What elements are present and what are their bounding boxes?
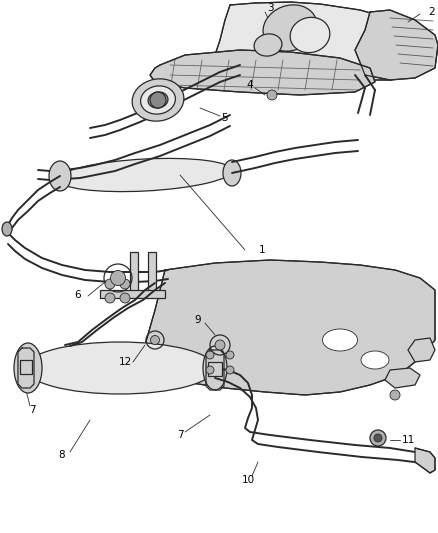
Circle shape	[206, 366, 214, 374]
Polygon shape	[20, 360, 32, 374]
Ellipse shape	[223, 160, 241, 186]
Circle shape	[267, 90, 277, 100]
Circle shape	[120, 293, 130, 303]
Text: 6: 6	[75, 290, 81, 300]
Text: 11: 11	[401, 435, 415, 445]
Ellipse shape	[49, 161, 71, 191]
Ellipse shape	[215, 340, 225, 350]
Ellipse shape	[2, 222, 12, 236]
Text: 2: 2	[429, 7, 435, 17]
Polygon shape	[130, 252, 138, 295]
Text: 10: 10	[241, 475, 254, 485]
Circle shape	[120, 279, 130, 289]
Text: 3: 3	[267, 3, 273, 13]
Polygon shape	[148, 252, 156, 295]
Text: 8: 8	[59, 450, 65, 460]
Polygon shape	[208, 362, 222, 376]
Circle shape	[105, 279, 115, 289]
Text: 9: 9	[194, 315, 201, 325]
Polygon shape	[408, 338, 435, 362]
Ellipse shape	[263, 5, 317, 51]
Circle shape	[105, 293, 115, 303]
Circle shape	[226, 366, 234, 374]
Text: 1: 1	[259, 245, 265, 255]
Ellipse shape	[148, 92, 168, 108]
Text: 5: 5	[222, 113, 228, 123]
Ellipse shape	[14, 343, 42, 393]
Polygon shape	[355, 10, 438, 80]
Circle shape	[150, 92, 166, 108]
Polygon shape	[140, 260, 435, 395]
Ellipse shape	[25, 342, 215, 394]
Circle shape	[370, 430, 386, 446]
Circle shape	[390, 390, 400, 400]
Ellipse shape	[203, 346, 227, 390]
Ellipse shape	[151, 335, 159, 344]
Polygon shape	[385, 368, 420, 388]
Circle shape	[374, 434, 382, 442]
Text: 7: 7	[28, 405, 35, 415]
Circle shape	[226, 351, 234, 359]
Ellipse shape	[132, 79, 184, 121]
Ellipse shape	[141, 86, 175, 114]
Ellipse shape	[110, 271, 126, 286]
Polygon shape	[215, 2, 438, 80]
Polygon shape	[100, 290, 165, 298]
Text: 4: 4	[247, 80, 253, 90]
Text: 7: 7	[177, 430, 184, 440]
Ellipse shape	[58, 158, 233, 192]
Ellipse shape	[290, 17, 330, 53]
Polygon shape	[415, 448, 435, 473]
Polygon shape	[150, 50, 375, 95]
Ellipse shape	[361, 351, 389, 369]
Ellipse shape	[254, 34, 282, 56]
Text: 12: 12	[118, 357, 132, 367]
Ellipse shape	[322, 329, 357, 351]
Circle shape	[206, 351, 214, 359]
